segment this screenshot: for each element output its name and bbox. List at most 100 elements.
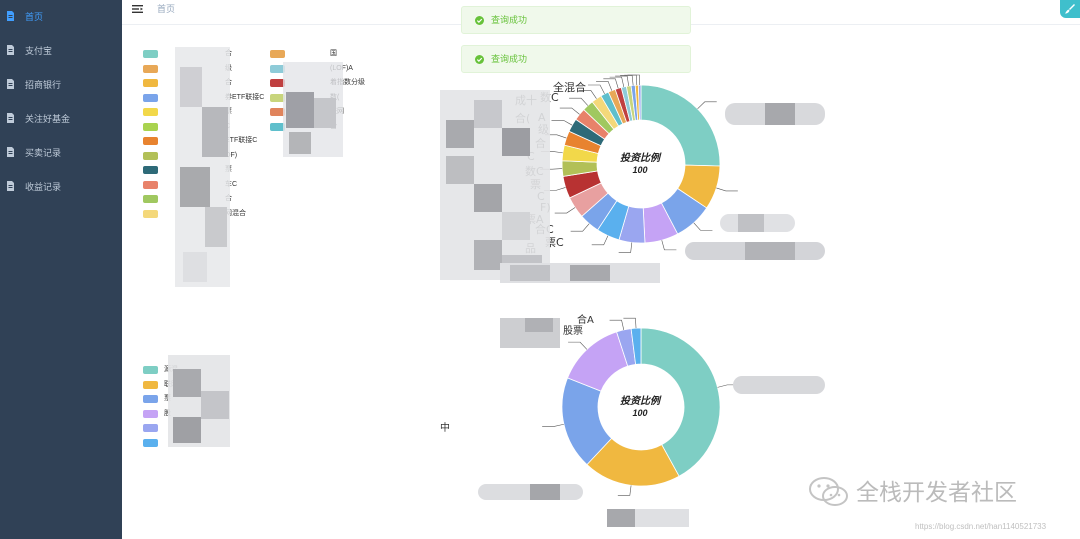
redaction-mosaic	[733, 374, 825, 396]
sidebar-item-label: 收益记录	[25, 182, 62, 192]
leader-line	[617, 485, 632, 496]
pie-slice[interactable]	[640, 327, 721, 477]
sidebar-item-label: 关注好基金	[25, 114, 71, 124]
legend-swatch	[143, 137, 158, 145]
legend-swatch	[143, 122, 158, 131]
sidebar-item-label: 支付宝	[25, 46, 53, 56]
leader-line	[609, 76, 625, 87]
sidebar-item-alipay[interactable]: 支付宝	[0, 34, 122, 68]
chart-center-label: 投资比例 100	[600, 153, 680, 175]
legend-label: 国	[330, 50, 337, 57]
legend-swatch	[143, 64, 158, 73]
sidebar-item-label: 买卖记录	[25, 148, 62, 158]
document-icon	[7, 113, 14, 123]
legend-swatch	[143, 108, 158, 116]
document-icon	[7, 45, 14, 55]
redaction-mosaic	[495, 315, 605, 350]
document-icon	[7, 181, 14, 191]
redaction-mosaic	[143, 355, 235, 450]
legend-label: 车C	[225, 180, 238, 188]
legend-label: 着指数分级	[330, 79, 365, 86]
legend-swatch	[143, 209, 158, 218]
check-circle-icon	[475, 16, 484, 25]
slice-label: 中	[440, 421, 450, 434]
leader-line	[627, 74, 640, 86]
donut-hole	[598, 121, 684, 207]
legend-label: ETF联接C	[225, 137, 258, 144]
leader-line	[620, 75, 634, 86]
legend-label: 券ETF联接C	[225, 93, 265, 101]
leader-line	[693, 222, 713, 231]
legend-swatch	[270, 79, 285, 87]
leader-line	[661, 240, 677, 251]
pie-slice[interactable]	[630, 327, 642, 365]
watermark-text: 全栈开发者社区	[856, 479, 1017, 505]
legend-swatch	[270, 122, 285, 131]
pie-slice[interactable]	[640, 84, 721, 167]
sidebar-item-earnings[interactable]: 收益记录	[0, 170, 122, 204]
success-toast: 查询成功	[461, 45, 691, 73]
redaction-mosaic	[685, 240, 825, 262]
legend-swatch	[143, 366, 158, 374]
legend-swatch	[143, 151, 158, 160]
breadcrumb[interactable]: 首页	[157, 4, 176, 14]
settings-button[interactable]	[1060, 0, 1080, 18]
sidebar: 首页 支付宝 招商银行 关注好基金 买卖记录 收益记录	[0, 0, 122, 539]
legend-swatch	[143, 195, 158, 203]
chart-center-value: 100	[632, 408, 648, 418]
paint-brush-icon	[1065, 4, 1075, 14]
sidebar-item-home[interactable]: 首页	[0, 0, 122, 34]
leader-line	[609, 319, 625, 330]
legend-swatch	[143, 50, 158, 58]
chart-center-value: 100	[632, 165, 648, 175]
legend-swatch	[143, 380, 158, 389]
legend-label: 股	[164, 409, 171, 419]
leader-line	[588, 84, 605, 95]
hamburger-icon[interactable]	[132, 4, 143, 14]
legend-swatch	[143, 424, 158, 432]
leader-line	[578, 90, 597, 99]
redaction-mosaic	[440, 70, 570, 285]
sidebar-item-cmb[interactable]: 招商银行	[0, 68, 122, 102]
redaction-mosaic	[283, 62, 343, 157]
leader-line	[569, 97, 589, 106]
donut-hole	[599, 365, 683, 449]
legend-swatch	[270, 93, 285, 102]
leader-line	[716, 187, 738, 192]
legend-label: 票	[164, 394, 171, 404]
watermark-url: https://blog.csdn.net/han1140521733	[915, 522, 1047, 531]
leader-line	[623, 317, 637, 329]
wechat-icon	[809, 477, 848, 506]
check-circle-icon	[475, 55, 484, 64]
legend-swatch	[143, 409, 158, 418]
chart-center-title: 投资比例	[620, 396, 660, 407]
legend-label: OF)	[225, 151, 238, 159]
leader-line	[554, 207, 576, 214]
sidebar-item-label: 首页	[25, 12, 44, 22]
leader-line	[591, 235, 609, 246]
sidebar-item-watchlist[interactable]: 关注好基金	[0, 102, 122, 136]
legend-label: 网混合	[225, 209, 246, 217]
legend-swatch	[270, 64, 285, 73]
redaction-mosaic	[175, 47, 230, 287]
document-icon	[7, 147, 14, 157]
legend-swatch	[143, 395, 158, 403]
slice-label: 全混合	[553, 80, 586, 94]
legend-swatch	[143, 93, 158, 102]
leader-line	[596, 81, 613, 91]
slice-label: 合A	[577, 313, 594, 326]
sidebar-item-trades[interactable]: 买卖记录	[0, 136, 122, 170]
success-toast: 查询成功	[461, 6, 691, 34]
leader-line	[697, 101, 717, 110]
leader-line	[615, 75, 630, 87]
redaction-mosaic	[725, 100, 825, 128]
leader-line	[551, 119, 573, 126]
leader-line	[559, 107, 580, 115]
redaction-mosaic	[607, 509, 689, 527]
leader-line	[568, 341, 588, 350]
toast-message: 查询成功	[491, 15, 528, 25]
redaction-mosaic	[500, 260, 660, 285]
leader-line	[618, 242, 633, 253]
pie-slice[interactable]	[637, 84, 642, 121]
document-icon	[7, 11, 14, 21]
